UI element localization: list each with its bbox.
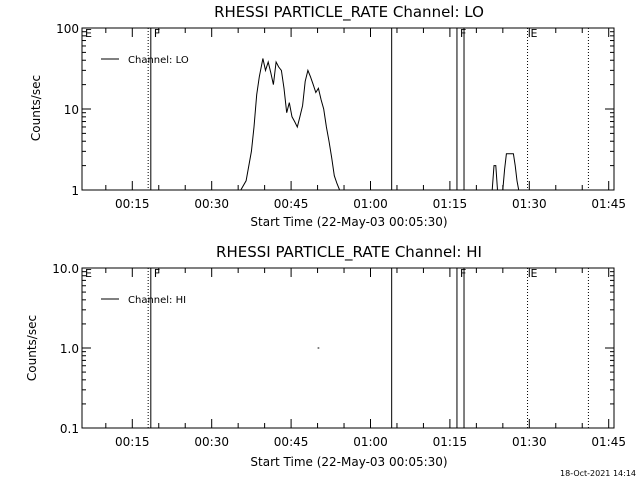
hi-x-tick-label: 01:45 (591, 435, 626, 449)
hi-marker-label: E (85, 267, 92, 280)
lo-channel-panel: RHESSI PARTICLE_RATE Channel: LO Start T… (29, 3, 626, 229)
lo-marker-label: F (154, 27, 160, 40)
hi-marker-label: F (154, 267, 160, 280)
hi-y-tick-label: 10.0 (52, 262, 79, 276)
lo-x-tick-label: 01:15 (433, 197, 468, 211)
hi-y-axis-label: Counts/sec (25, 315, 39, 381)
lo-y-tick-label: 100 (56, 22, 79, 36)
lo-panel-title: RHESSI PARTICLE_RATE Channel: LO (214, 3, 484, 22)
lo-x-tick-label: 01:00 (353, 197, 388, 211)
lo-marker-label: F (460, 27, 466, 40)
lo-marker-label: E (85, 27, 92, 40)
hi-x-tick-label: 00:30 (194, 435, 229, 449)
lo-x-tick-label: 00:30 (194, 197, 229, 211)
lo-x-tick-label: 00:45 (274, 197, 309, 211)
hi-marker-label: E (531, 267, 538, 280)
lo-series-line (240, 58, 341, 190)
lo-marker-label: E (531, 27, 538, 40)
lo-x-tick-label: 00:15 (115, 197, 150, 211)
lo-y-tick-label: 1 (71, 184, 79, 198)
lo-series-line (502, 153, 520, 190)
lo-x-tick-label: 01:30 (512, 197, 547, 211)
hi-marker-label: F (460, 267, 466, 280)
lo-x-tick-label: 01:45 (591, 197, 626, 211)
hi-x-axis-label: Start Time (22-May-03 00:05:30) (250, 455, 447, 469)
hi-panel-title: RHESSI PARTICLE_RATE Channel: HI (216, 243, 482, 262)
lo-y-axis-label: Counts/sec (29, 75, 43, 141)
hi-x-tick-label: 01:30 (512, 435, 547, 449)
hi-y-tick-label: 1.0 (60, 342, 79, 356)
lo-x-axis-label: Start Time (22-May-03 00:05:30) (250, 215, 447, 229)
hi-x-tick-label: 00:45 (274, 435, 309, 449)
generation-timestamp: 18-Oct-2021 14:14 (560, 469, 636, 478)
lo-y-tick-label: 10 (64, 103, 79, 117)
lo-series-line (491, 165, 498, 190)
hi-y-tick-label: 0.1 (60, 422, 79, 436)
hi-x-tick-label: 01:00 (353, 435, 388, 449)
hi-legend-label: Channel: HI (128, 295, 186, 306)
lo-legend-label: Channel: LO (128, 55, 189, 66)
hi-x-tick-label: 00:15 (115, 435, 150, 449)
hi-x-tick-label: 01:15 (433, 435, 468, 449)
hi-channel-panel: RHESSI PARTICLE_RATE Channel: HI Start T… (25, 243, 626, 469)
